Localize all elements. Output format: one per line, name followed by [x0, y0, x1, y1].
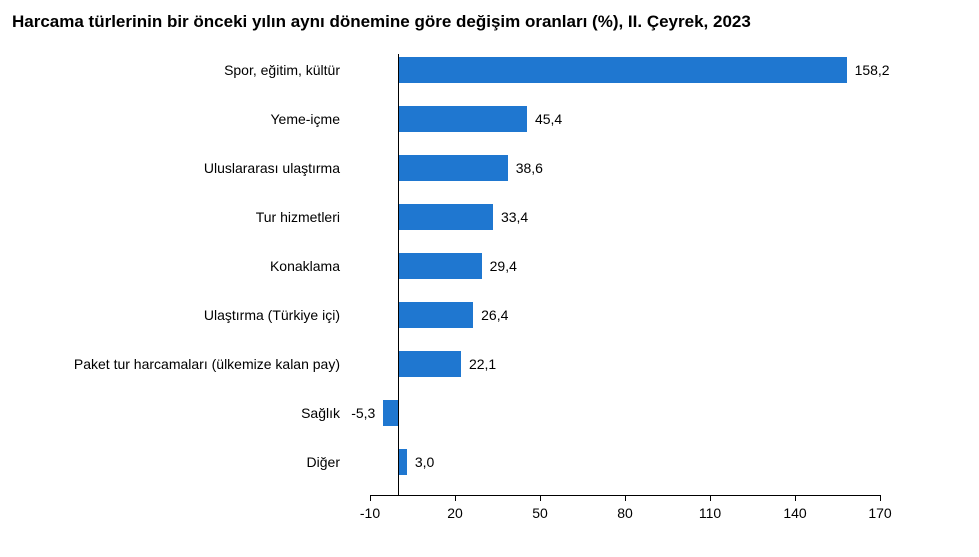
- value-label: 158,2: [855, 62, 890, 78]
- category-label: Tur hizmetleri: [12, 209, 340, 225]
- bar: [398, 204, 493, 230]
- category-label: Konaklama: [12, 258, 340, 274]
- value-label: 3,0: [415, 454, 434, 470]
- x-tick-mark: [540, 495, 541, 501]
- category-label: Ulaştırma (Türkiye içi): [12, 307, 340, 323]
- x-tick-label: -10: [360, 505, 380, 521]
- x-tick-label: 50: [532, 505, 548, 521]
- category-label: Uluslararası ulaştırma: [12, 160, 340, 176]
- x-tick-label: 20: [447, 505, 463, 521]
- category-label: Yeme-içme: [12, 111, 340, 127]
- value-label: 33,4: [501, 209, 528, 225]
- category-label: Paket tur harcamaları (ülkemize kalan pa…: [12, 356, 340, 372]
- value-label: 45,4: [535, 111, 562, 127]
- bar: [383, 400, 398, 426]
- value-label: 26,4: [481, 307, 508, 323]
- x-tick-mark: [455, 495, 456, 501]
- x-tick-mark: [625, 495, 626, 501]
- bar: [398, 351, 461, 377]
- value-label: 38,6: [516, 160, 543, 176]
- x-tick-label: 110: [699, 505, 721, 521]
- bar: [398, 155, 507, 181]
- category-label: Diğer: [12, 454, 340, 470]
- x-tick-label: 140: [783, 505, 806, 521]
- bar: [398, 253, 481, 279]
- bar: [398, 449, 407, 475]
- x-tick-label: 80: [617, 505, 633, 521]
- value-label: 22,1: [469, 356, 496, 372]
- x-tick-mark: [370, 495, 371, 501]
- x-tick-mark: [795, 495, 796, 501]
- value-label: 29,4: [490, 258, 517, 274]
- x-tick-label: 170: [868, 505, 891, 521]
- x-tick-mark: [880, 495, 881, 501]
- bar: [398, 302, 473, 328]
- category-label: Spor, eğitim, kültür: [12, 62, 340, 78]
- y-axis-line: [398, 54, 399, 495]
- category-label: Sağlık: [12, 405, 340, 421]
- value-label: -5,3: [351, 405, 375, 421]
- bar: [398, 106, 527, 132]
- chart-title: Harcama türlerinin bir önceki yılın aynı…: [0, 0, 979, 32]
- chart-container: Spor, eğitim, kültür 158,2 Yeme-içme 45,4 Ul…: [12, 54, 892, 534]
- bar: [398, 57, 846, 83]
- x-tick-mark: [710, 495, 711, 501]
